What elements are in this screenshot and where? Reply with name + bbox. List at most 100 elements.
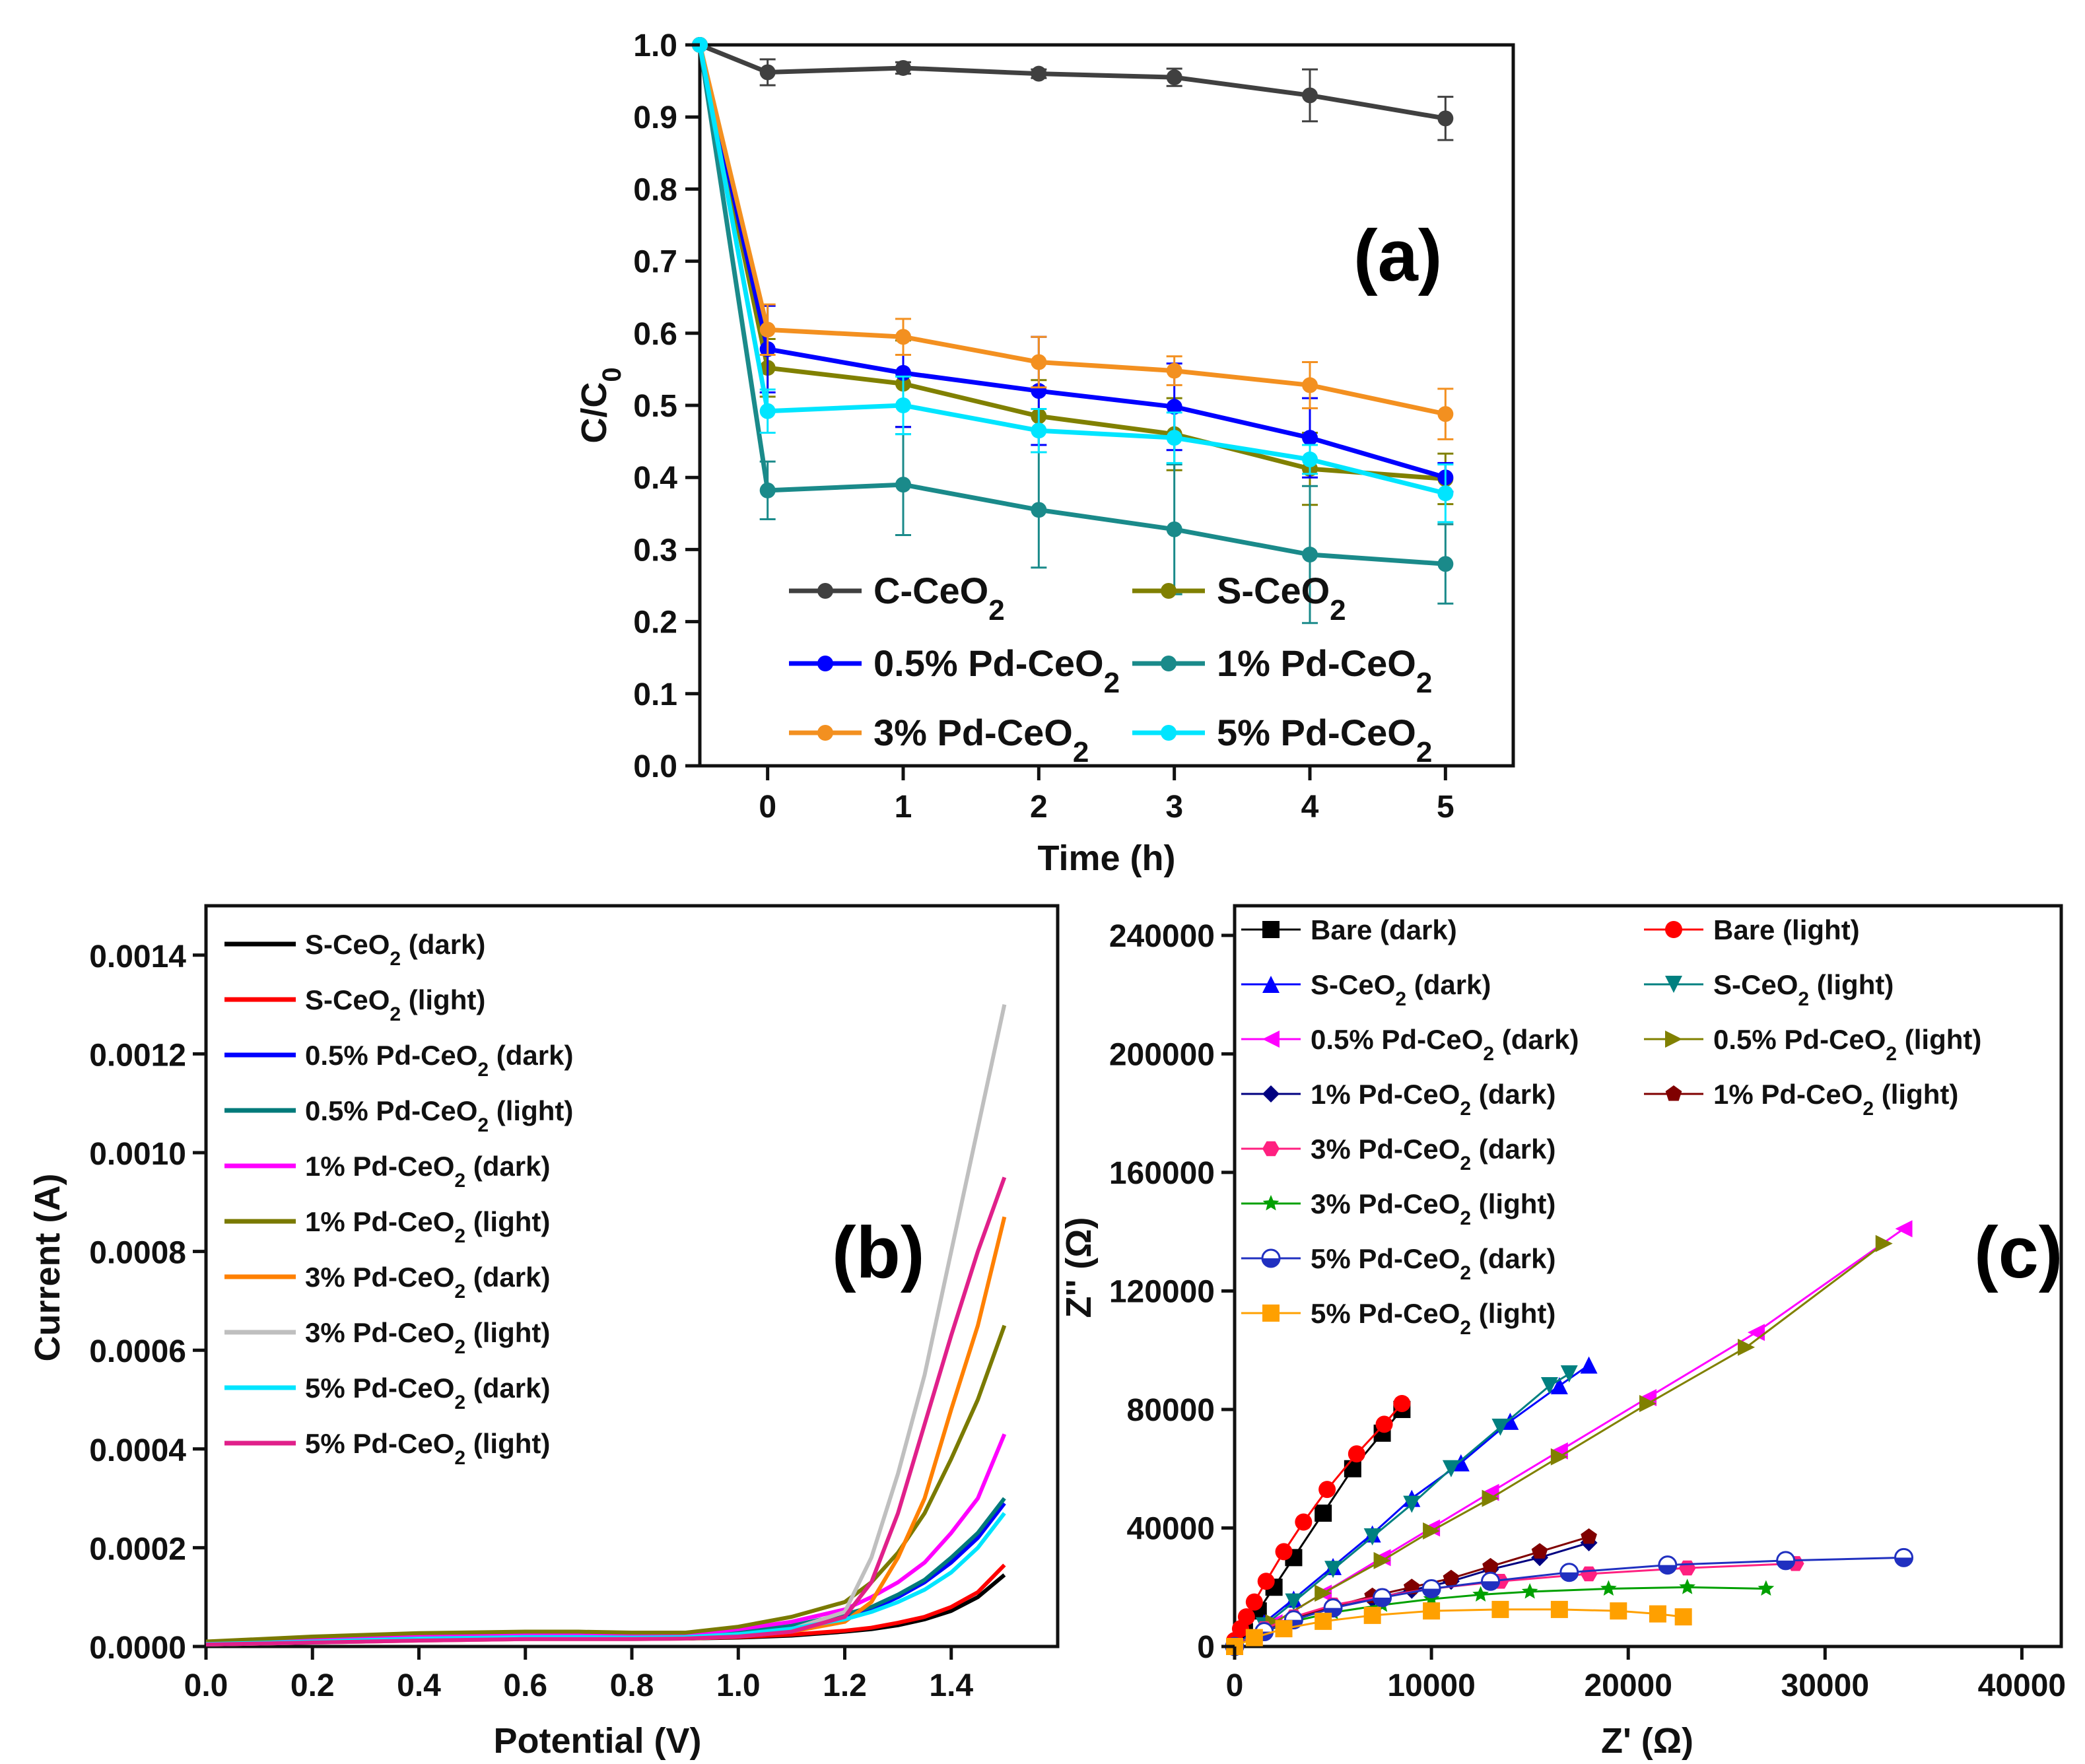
x-tick-label-b: 0.8 [610, 1668, 654, 1703]
data-point-bare-light [1295, 1513, 1313, 1531]
legend-marker-c [1665, 921, 1682, 938]
legend-label-c: 0.5% Pd-CeO2 (dark) [1311, 1024, 1579, 1065]
y-axis-title-b: Current (A) [28, 1174, 67, 1362]
series-line-3-pd-ceo2-dark [1234, 1562, 1796, 1648]
data-point-bare-dark [1344, 1460, 1361, 1477]
y-tick-label-c: 200000 [1109, 1037, 1215, 1072]
x-axis-title-a: Time (h) [1037, 838, 1175, 878]
x-tick-label-a: 5 [1437, 790, 1454, 825]
legend-label-a: 0.5% Pd-CeO2 [873, 642, 1120, 699]
y-tick-label-b: 0.0006 [89, 1334, 186, 1369]
legend-label-b: 0.5% Pd-CeO2 (light) [305, 1095, 573, 1136]
data-point-1-pd-ceo2 [759, 482, 776, 498]
data-point-bare-light [1348, 1445, 1365, 1463]
legend-label-b: 5% Pd-CeO2 (light) [305, 1428, 550, 1469]
data-point-5-pd-ceo2-light [1550, 1600, 1568, 1618]
y-axis-title-c: Z'' (Ω) [1059, 1217, 1099, 1318]
data-point-5-pd-ceo2-dark-fill [1658, 1565, 1676, 1574]
data-point-3-pd-ceo2-light [1679, 1578, 1695, 1594]
legend-label-b: 0.5% Pd-CeO2 (dark) [305, 1040, 573, 1081]
x-tick-label-a: 4 [1301, 790, 1319, 825]
panel-label-a: (a) [1353, 215, 1442, 296]
data-point-bare-light [1318, 1481, 1336, 1499]
data-point-c-ceo2 [1031, 65, 1047, 82]
legend-label-c: 1% Pd-CeO2 (dark) [1311, 1079, 1555, 1120]
data-point-5-pd-ceo2-dark-fill [1373, 1597, 1391, 1606]
panel-b: (b) 0.0 0.2 0.4 0.6 0.8 1.0 1.2 1.4 0.0000 0.000… [28, 904, 1060, 1761]
data-point-5-pd-ceo2-dark-fill [1423, 1588, 1441, 1598]
data-point-3-pd-ceo2 [1166, 362, 1182, 379]
data-point-3-pd-ceo2 [895, 329, 911, 345]
data-point-1-pd-ceo2 [895, 477, 911, 493]
legend-marker-a [1161, 656, 1177, 671]
data-point-5-pd-ceo2-light [1674, 1608, 1692, 1626]
series-line-1-pd-ceo2 [697, 44, 1446, 566]
legend-label-a: S-CeO2 [1217, 570, 1346, 627]
data-point-0-5-pd-ceo2-light [1373, 1551, 1391, 1569]
data-point-5-pd-ceo2-light [1491, 1600, 1509, 1618]
data-point-c-ceo2 [1166, 69, 1182, 86]
legend-label-a: 1% Pd-CeO2 [1217, 642, 1432, 699]
legend-marker-c [1665, 1031, 1682, 1048]
data-point-s-ceo2-light [1363, 1528, 1381, 1545]
x-tick-label-a: 0 [759, 790, 776, 825]
data-point-1-pd-ceo2 [1031, 502, 1047, 518]
data-point-0-5-pd-ceo2-light [1738, 1338, 1756, 1356]
data-point-s-ceo2-dark [1452, 1454, 1470, 1472]
y-tick-label-b: 0.0010 [89, 1137, 186, 1172]
y-tick-label-b: 0.0014 [89, 939, 186, 974]
legend-label-c: 3% Pd-CeO2 (dark) [1311, 1134, 1555, 1174]
legend-marker-a [817, 583, 833, 599]
legend-label-c: 0.5% Pd-CeO2 (light) [1713, 1024, 1981, 1065]
data-point-s-ceo2-light [1285, 1593, 1303, 1611]
x-tick-label-b: 0.6 [503, 1668, 547, 1703]
series-line-0-5-pd-ceo2 [697, 44, 1447, 480]
legend-label-a: 3% Pd-CeO2 [873, 712, 1089, 768]
y-tick-label-a: 0.9 [633, 100, 677, 135]
data-point-1-pd-ceo2-light [1443, 1569, 1460, 1586]
data-point-5-pd-ceo2-dark-fill [1895, 1557, 1913, 1567]
x-tick-label-a: 3 [1165, 790, 1183, 825]
data-point-s-ceo2-light [1540, 1377, 1558, 1395]
data-point-5-pd-ceo2-light [1315, 1612, 1332, 1630]
data-point-0-5-pd-ceo2 [1302, 430, 1318, 446]
series-line-1-pd-ceo2-light [205, 1324, 1007, 1644]
data-point-3-pd-ceo2-light [1758, 1580, 1775, 1596]
data-point-5-pd-ceo2 [1031, 423, 1047, 439]
data-point-bare-dark [1315, 1505, 1332, 1522]
legend-marker-c-fill [1262, 1258, 1280, 1267]
data-point-s-ceo2-dark [1501, 1412, 1519, 1430]
data-point-bare-light [1275, 1543, 1293, 1561]
data-point-s-ceo2-dark [1550, 1377, 1568, 1395]
y-tick-label-a: 0.0 [633, 749, 677, 784]
series-line-0-5-pd-ceo2-dark [205, 1502, 1006, 1646]
series-line-c-ceo2 [699, 42, 1446, 121]
data-point-5-pd-ceo2-light [1610, 1602, 1627, 1620]
legend-label-a: C-CeO2 [873, 570, 1005, 627]
legend-label-b: 5% Pd-CeO2 (dark) [305, 1373, 550, 1413]
x-tick-label-a: 2 [1030, 790, 1048, 825]
x-tick-label-b: 1.0 [716, 1668, 761, 1703]
data-point-bare-light [1245, 1593, 1263, 1611]
series-line-s-ceo2-dark [1234, 1364, 1590, 1648]
data-point-0-5-pd-ceo2-light [1875, 1235, 1893, 1252]
series-line-0-5-pd-ceo2-light [1234, 1242, 1885, 1648]
legend-marker-c [1262, 1141, 1280, 1157]
legend-label-b: 1% Pd-CeO2 (dark) [305, 1151, 550, 1192]
legend-marker-c [1665, 1085, 1682, 1101]
x-axis-title-b: Potential (V) [493, 1721, 701, 1761]
data-point-0-5-pd-ceo2 [1166, 399, 1182, 415]
data-point-3-pd-ceo2-dark [1678, 1560, 1696, 1576]
legend-marker-a [1161, 583, 1177, 599]
legend-label-a: 5% Pd-CeO2 [1217, 712, 1432, 768]
data-point-0-5-pd-ceo2-light [1482, 1489, 1499, 1507]
data-point-bare-light [1375, 1415, 1393, 1433]
series-line-s-ceo2 [697, 44, 1446, 481]
y-tick-label-a: 0.2 [633, 605, 677, 640]
data-point-3-pd-ceo2-light [1600, 1580, 1617, 1596]
legend-marker-c [1262, 1195, 1280, 1211]
panel-c: (c) 0 10000 20000 30000 40000 0 40000 80000 120… [1059, 904, 2066, 1761]
series-line-0-5-pd-ceo2-dark [1234, 1227, 1905, 1648]
legend-marker-c [1262, 921, 1280, 938]
